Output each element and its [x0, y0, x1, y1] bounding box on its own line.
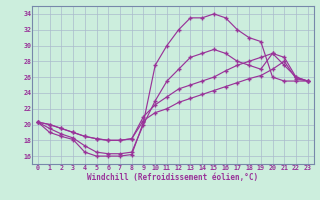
X-axis label: Windchill (Refroidissement éolien,°C): Windchill (Refroidissement éolien,°C): [87, 173, 258, 182]
